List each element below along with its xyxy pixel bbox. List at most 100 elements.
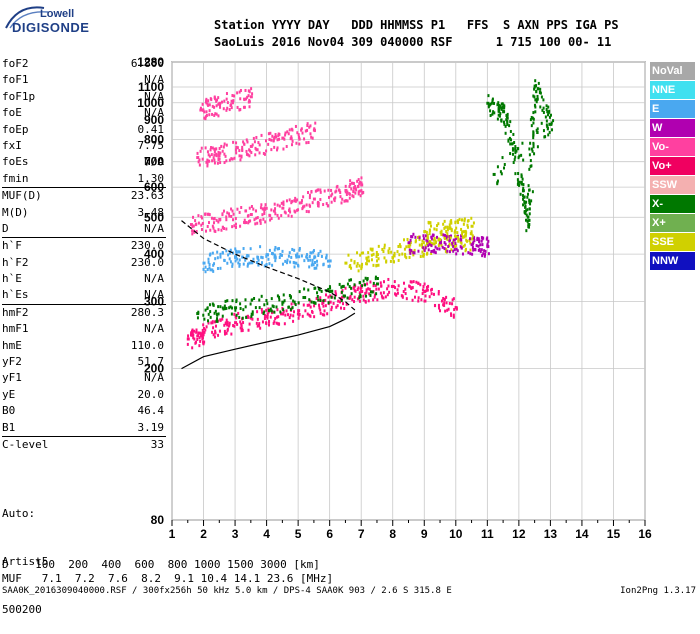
echo-point bbox=[239, 97, 242, 101]
echo-point bbox=[238, 258, 241, 262]
echo-point bbox=[233, 94, 236, 98]
echo-point bbox=[294, 303, 297, 307]
echo-point bbox=[528, 147, 531, 151]
echo-point bbox=[270, 138, 273, 142]
echo-point bbox=[238, 262, 241, 266]
echo-point bbox=[456, 231, 459, 235]
echo-point bbox=[272, 321, 275, 325]
echo-point bbox=[291, 306, 294, 310]
echo-point bbox=[436, 235, 439, 239]
echo-point bbox=[367, 255, 370, 259]
echo-point bbox=[535, 100, 538, 104]
echo-point bbox=[434, 251, 437, 255]
echo-point bbox=[213, 216, 216, 220]
echo-point bbox=[263, 152, 266, 156]
echo-point bbox=[212, 226, 215, 230]
echo-point bbox=[446, 249, 449, 253]
echo-point bbox=[430, 235, 433, 239]
echo-point bbox=[235, 300, 238, 304]
echo-point bbox=[282, 200, 285, 204]
echo-point bbox=[320, 289, 323, 293]
echo-point bbox=[427, 220, 430, 224]
echo-point bbox=[271, 134, 274, 138]
parameter-name: yE bbox=[2, 387, 16, 401]
echo-point bbox=[250, 151, 253, 155]
parameter-name: foEs bbox=[2, 155, 29, 169]
echo-point bbox=[397, 244, 400, 248]
echo-point bbox=[446, 228, 449, 232]
echo-point bbox=[286, 130, 289, 134]
echo-point bbox=[313, 286, 316, 290]
echo-point bbox=[307, 288, 310, 292]
echo-point bbox=[234, 308, 237, 312]
echo-point bbox=[401, 252, 404, 256]
echo-point bbox=[501, 156, 504, 160]
echo-point bbox=[361, 262, 364, 266]
echo-point bbox=[523, 195, 526, 199]
echo-point bbox=[201, 157, 204, 161]
parameter-row: h`E N/A bbox=[2, 271, 166, 287]
echo-point bbox=[514, 149, 517, 153]
echo-point bbox=[238, 264, 241, 268]
echo-point bbox=[310, 263, 313, 267]
echo-point bbox=[229, 103, 232, 107]
echo-point bbox=[516, 182, 519, 186]
echo-point bbox=[315, 266, 318, 270]
echo-point bbox=[360, 176, 363, 180]
echo-point bbox=[450, 234, 453, 238]
echo-point bbox=[432, 292, 435, 296]
echo-point bbox=[222, 145, 225, 149]
echo-point bbox=[344, 184, 347, 188]
echo-point bbox=[324, 298, 327, 302]
echo-point bbox=[533, 95, 536, 99]
echo-point bbox=[328, 264, 331, 268]
echo-point bbox=[186, 337, 190, 341]
echo-point bbox=[499, 112, 502, 116]
echo-point bbox=[463, 243, 466, 247]
echo-point bbox=[304, 309, 307, 313]
echo-point bbox=[460, 218, 463, 222]
echo-point bbox=[344, 286, 347, 290]
echo-point bbox=[409, 243, 412, 247]
echo-point bbox=[357, 190, 360, 194]
echo-point bbox=[500, 119, 503, 123]
echo-point bbox=[541, 108, 544, 112]
echo-point bbox=[231, 264, 234, 268]
echo-point bbox=[256, 310, 259, 314]
echo-point bbox=[314, 189, 317, 193]
parameter-row: h`F 230.0 bbox=[2, 237, 166, 254]
echo-point bbox=[400, 294, 403, 298]
parameter-name: foE bbox=[2, 106, 22, 120]
echo-point bbox=[322, 299, 325, 303]
echo-point bbox=[196, 156, 200, 160]
echo-point bbox=[482, 252, 485, 256]
echo-point bbox=[360, 183, 364, 187]
echo-point bbox=[451, 241, 454, 245]
echo-point bbox=[234, 148, 237, 152]
echo-point bbox=[377, 244, 380, 248]
echo-point bbox=[268, 309, 271, 313]
echo-point bbox=[273, 145, 276, 149]
echo-point bbox=[311, 201, 314, 205]
echo-point bbox=[265, 262, 268, 266]
echo-point bbox=[291, 143, 294, 147]
echo-point bbox=[266, 316, 269, 320]
echo-point bbox=[479, 250, 482, 254]
echo-point bbox=[542, 98, 545, 102]
echo-point bbox=[534, 105, 537, 109]
echo-point bbox=[350, 258, 353, 262]
echo-point bbox=[424, 299, 427, 303]
echo-point bbox=[506, 113, 509, 117]
echo-point bbox=[373, 295, 376, 299]
header-line-1: Station YYYY DAY DDD HHMMSS P1 FFS S AXN… bbox=[214, 18, 619, 32]
echo-point bbox=[252, 207, 255, 211]
echo-point bbox=[335, 305, 338, 309]
echo-point bbox=[316, 259, 319, 263]
echo-point bbox=[274, 245, 277, 249]
echo-point bbox=[201, 216, 204, 220]
echo-point bbox=[462, 235, 465, 239]
echo-point bbox=[362, 298, 365, 302]
echo-point bbox=[250, 87, 253, 91]
echo-point bbox=[313, 315, 316, 319]
echo-point bbox=[229, 248, 232, 252]
